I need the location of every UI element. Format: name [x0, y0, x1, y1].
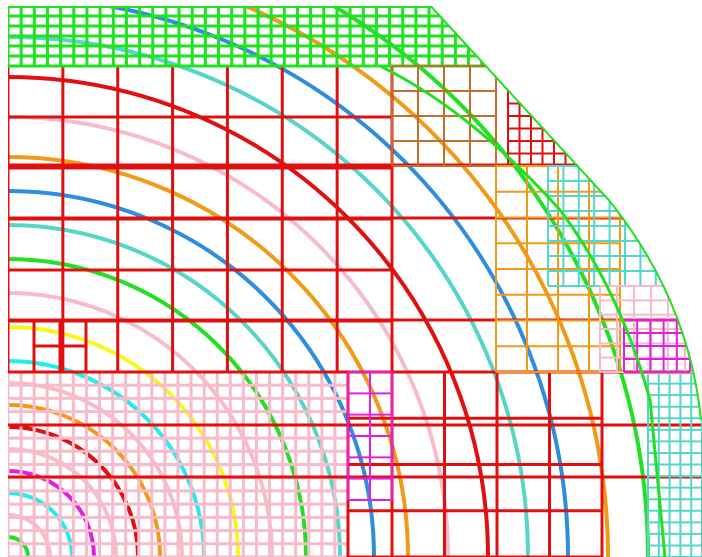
left-small-block [32, 318, 88, 374]
magenta-subgrid [347, 371, 393, 501]
ring-arc [8, 513, 52, 557]
ring-arc [8, 189, 376, 557]
ring-arc [8, 359, 206, 557]
ring-arc [8, 115, 450, 557]
outer-top-band [8, 6, 510, 68]
ring-arc [8, 403, 162, 557]
ring-arc [8, 257, 308, 557]
inner-fine-grid [8, 370, 350, 557]
ring-arc [8, 35, 530, 557]
ring-arc [8, 469, 96, 557]
brown-block [391, 65, 497, 167]
outer-boundary [8, 6, 702, 421]
ring-arc [8, 6, 650, 557]
inner-boundary [8, 64, 667, 557]
ring-arc [8, 6, 610, 557]
ring-arc [8, 291, 274, 557]
